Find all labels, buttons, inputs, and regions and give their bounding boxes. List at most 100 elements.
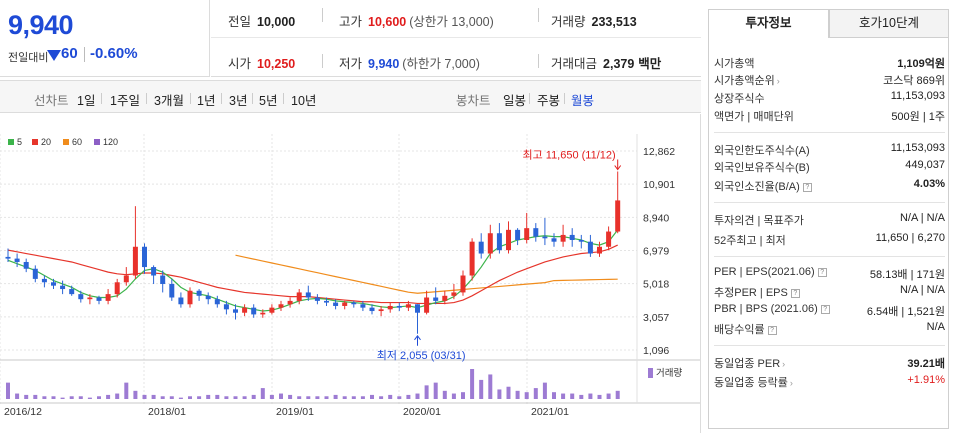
range-1d[interactable]: 1일 xyxy=(77,94,96,108)
candle-body xyxy=(524,228,530,240)
candle-body xyxy=(214,299,220,305)
volume-bar xyxy=(97,396,101,399)
candle-body xyxy=(597,246,602,254)
info-value: 4.03% xyxy=(913,178,945,190)
chevron-right-icon[interactable]: › xyxy=(782,359,786,369)
info-row: 52주최고 | 최저 11,650 | 6,270 xyxy=(714,232,945,248)
volume-bar xyxy=(506,386,511,399)
candle-body xyxy=(387,305,393,310)
volume-bar xyxy=(78,396,83,399)
info-value: N/A | N/A xyxy=(899,212,945,224)
volume-bar xyxy=(433,382,438,399)
info-label: 52주최고 | 최저 xyxy=(714,235,786,247)
tab-invest-info[interactable]: 투자정보 xyxy=(708,9,829,38)
candle-body xyxy=(60,285,66,290)
y-tick-label: 1,096 xyxy=(643,345,669,357)
range-3m[interactable]: 3개월 xyxy=(154,94,184,108)
range-3y[interactable]: 3년 xyxy=(229,94,248,108)
min-arrow-head xyxy=(414,334,421,341)
candle-body xyxy=(415,304,420,313)
range-1y[interactable]: 1년 xyxy=(197,94,216,108)
panel-tabs: 투자정보 호가10단계 xyxy=(708,9,949,38)
info-label[interactable]: 동일업종 PER › xyxy=(714,358,786,370)
volume-bar xyxy=(251,394,256,399)
volume-bar xyxy=(115,393,120,399)
line-chart-button[interactable]: 선차트 xyxy=(34,94,69,108)
info-label: PBR | BPS (2021.06)? xyxy=(714,303,830,315)
legend-ma20: 20 xyxy=(32,137,51,147)
chevron-right-icon[interactable]: › xyxy=(789,378,793,388)
help-icon[interactable]: ? xyxy=(802,183,812,192)
interval-weekly[interactable]: 주봉 xyxy=(537,94,561,108)
info-row: 상장주식수 11,153,093 xyxy=(714,90,945,106)
range-10y[interactable]: 10년 xyxy=(291,94,317,108)
volume-bar xyxy=(15,393,20,399)
section-divider xyxy=(714,345,945,346)
info-label: 외국인한도주식수(A) xyxy=(714,145,810,157)
info-value: 11,153,093 xyxy=(890,90,945,102)
help-icon[interactable]: ? xyxy=(767,326,777,335)
volume-bar xyxy=(360,396,365,399)
info-value: +1.91% xyxy=(907,374,945,386)
tab-orderbook[interactable]: 호가10단계 xyxy=(829,9,949,38)
info-label: 추정PER | EPS? xyxy=(714,284,800,300)
volume-bar xyxy=(215,394,220,399)
candle-chart-button[interactable]: 봉차트 xyxy=(456,94,491,108)
info-value: 1,109억원 xyxy=(897,58,945,70)
interval-monthly[interactable]: 월봉 xyxy=(571,94,595,108)
volume-bar xyxy=(269,394,274,399)
x-tick-label: 2019/01 xyxy=(276,406,314,418)
candle-body xyxy=(533,228,539,237)
trade-value: 거래대금 2,379 백만 xyxy=(551,57,662,71)
range-5y[interactable]: 5년 xyxy=(259,94,278,108)
help-icon[interactable]: ? xyxy=(790,289,800,298)
candle-body xyxy=(278,304,284,308)
volume-bar xyxy=(242,396,247,399)
volume-bar xyxy=(6,382,10,399)
volume-bar xyxy=(279,393,283,399)
info-row: 외국인보유주식수(B) 449,037 xyxy=(714,159,945,175)
help-icon[interactable]: ? xyxy=(820,305,830,314)
max-arrow-head xyxy=(614,165,622,171)
volume-bar xyxy=(233,396,238,399)
volume-bar xyxy=(306,396,311,399)
candle-body xyxy=(314,297,320,301)
candle-body xyxy=(269,307,275,313)
candle-body xyxy=(169,283,175,298)
volume-bar xyxy=(579,394,584,399)
info-label[interactable]: 동일업종 등락률 › xyxy=(714,377,793,389)
chart-canvas[interactable]: 12,86210,9018,9406,9795,0183,0571,096201… xyxy=(0,114,700,433)
candle-body xyxy=(160,275,166,284)
range-1w[interactable]: 1주일 xyxy=(110,94,140,108)
info-row: 투자의견 | 목표주가 N/A | N/A xyxy=(714,212,945,228)
info-label: 투자의견 | 목표주가 xyxy=(714,215,804,227)
info-row: 외국인한도주식수(A) 11,153,093 xyxy=(714,142,945,158)
legend-ma60: 60 xyxy=(63,137,82,147)
candle-body xyxy=(187,290,193,305)
candle-body xyxy=(378,309,384,312)
candle-body xyxy=(396,305,402,308)
volume-bar xyxy=(288,394,293,399)
volume-bar xyxy=(178,397,183,399)
candle-body xyxy=(542,236,548,239)
candle-body xyxy=(251,307,257,315)
volume-bar xyxy=(424,385,429,399)
info-row: 추정PER | EPS? N/A | N/A xyxy=(714,284,945,300)
chevron-right-icon[interactable]: › xyxy=(776,76,780,86)
info-row: 시가총액 1,109억원 xyxy=(714,55,945,71)
volume-bar xyxy=(479,379,484,399)
prev-close: 전일 10,000 xyxy=(228,15,296,29)
volume-bar xyxy=(333,394,338,399)
price-summary: 9,940 전일대비 60 -0.60% xyxy=(0,0,210,77)
interval-daily[interactable]: 일봉 xyxy=(503,94,527,108)
change-value: 60 xyxy=(61,45,78,62)
candle-body xyxy=(296,292,302,301)
info-value: 6.54배 | 1,521원 xyxy=(866,306,945,318)
volume-bar xyxy=(33,394,38,399)
candle-body xyxy=(114,282,120,295)
volume-bar xyxy=(315,396,320,399)
info-label[interactable]: 시가총액순위 › xyxy=(714,75,780,87)
help-icon[interactable]: ? xyxy=(817,268,827,277)
candle-body xyxy=(433,297,439,301)
candle-body xyxy=(587,241,593,254)
